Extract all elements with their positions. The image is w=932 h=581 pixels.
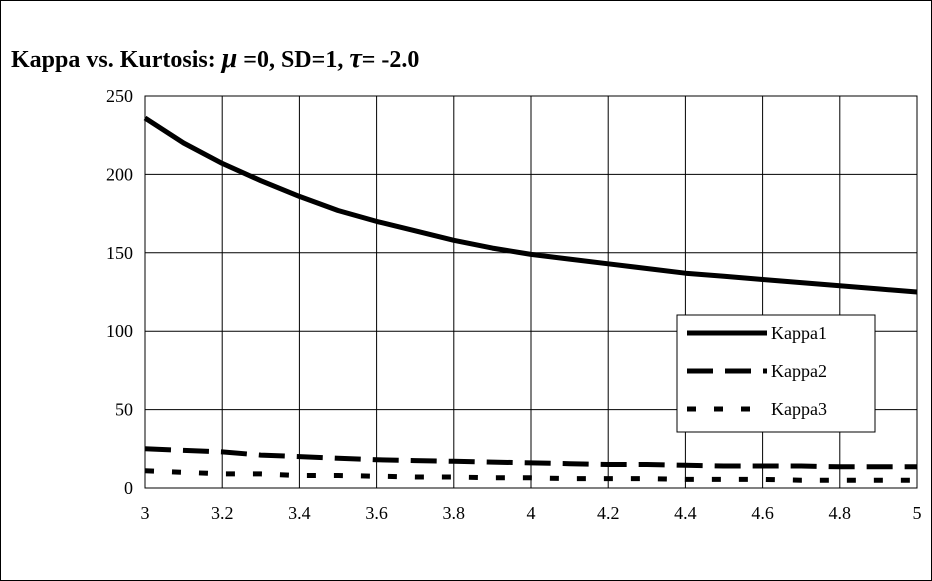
y-tick-label: 250 (106, 86, 133, 106)
y-tick-label: 0 (124, 478, 133, 498)
x-tick-label: 5 (913, 503, 922, 523)
y-tick-label: 50 (115, 400, 133, 420)
legend-label-kappa3: Kappa3 (771, 399, 827, 419)
x-tick-label: 4.4 (674, 503, 697, 523)
title-mid: =0, SD=1, (237, 47, 350, 73)
x-tick-label: 3.6 (365, 503, 388, 523)
x-tick-label: 4.2 (597, 503, 620, 523)
legend-label-kappa2: Kappa2 (771, 361, 827, 381)
x-tick-label: 3 (141, 503, 150, 523)
x-tick-label: 4 (527, 503, 536, 523)
x-tick-label: 4.8 (829, 503, 852, 523)
title-suffix: = -2.0 (361, 47, 420, 73)
x-tick-label: 3.4 (288, 503, 311, 523)
kappa3-line (144, 468, 917, 483)
x-tick-label: 4.6 (751, 503, 774, 523)
y-tick-label: 100 (106, 321, 133, 341)
kappa2-line (144, 446, 917, 470)
kappa1-line (143, 115, 918, 295)
y-tick-label: 200 (106, 164, 133, 184)
title-tau-symbol: τ (349, 43, 362, 74)
x-tick-label: 3.2 (211, 503, 234, 523)
chart-title: Kappa vs. Kurtosis: μ =0, SD=1, τ= -2.0 (11, 43, 419, 75)
title-mu-symbol: μ (221, 43, 238, 74)
title-prefix: Kappa vs. Kurtosis: (11, 47, 222, 73)
y-tick-label: 150 (106, 243, 133, 263)
x-tick-label: 3.8 (443, 503, 466, 523)
legend-label-kappa1: Kappa1 (771, 323, 827, 343)
